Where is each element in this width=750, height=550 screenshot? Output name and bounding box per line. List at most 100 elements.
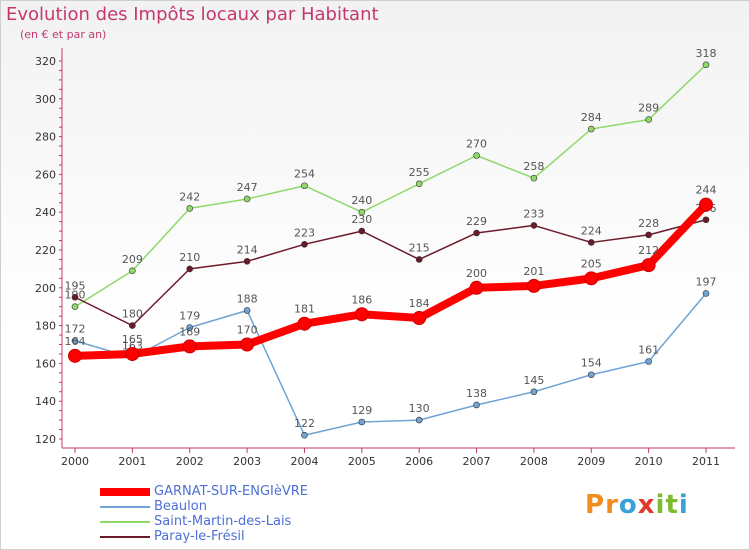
x-tick-label: 2000 [61, 455, 89, 468]
data-label: 122 [294, 417, 315, 430]
data-point [186, 265, 194, 273]
logo-letter: o [618, 490, 638, 520]
data-point [125, 346, 140, 361]
data-label: 186 [351, 293, 372, 306]
logo-letter: r [605, 490, 619, 520]
data-point [415, 256, 423, 263]
x-tick-label: 2006 [405, 455, 433, 468]
data-point [129, 322, 136, 329]
data-point [530, 222, 538, 229]
data-point [530, 388, 538, 396]
data-label: 318 [696, 47, 717, 60]
x-tick-label: 2003 [233, 455, 261, 468]
x-tick-label: 2004 [290, 455, 318, 468]
x-tick-label: 2011 [692, 455, 720, 468]
x-tick-label: 2009 [577, 455, 605, 468]
series-line [74, 64, 707, 308]
chart-title: Evolution des Impôts locaux par Habitant [6, 4, 379, 25]
data-point [243, 195, 251, 203]
data-point [415, 180, 423, 188]
data-label: 212 [638, 244, 659, 257]
data-point [297, 316, 312, 331]
y-tick-label: 160 [35, 357, 56, 370]
data-point [301, 241, 308, 248]
legend-label-beaulon: Beaulon [154, 499, 207, 514]
data-point [301, 182, 308, 190]
data-point [641, 258, 656, 273]
data-point [71, 303, 79, 311]
data-point [243, 258, 251, 265]
data-label: 284 [581, 111, 602, 124]
data-label: 240 [351, 194, 372, 207]
data-label: 233 [523, 207, 544, 220]
data-label: 228 [638, 217, 659, 230]
data-label: 200 [466, 267, 487, 280]
legend-swatch-beaulon [100, 506, 150, 508]
y-tick-label: 200 [35, 282, 56, 295]
data-point [358, 418, 366, 426]
x-tick-label: 2001 [118, 455, 146, 468]
data-label: 255 [409, 166, 430, 179]
series-line [74, 292, 707, 436]
data-label: 242 [179, 190, 200, 203]
data-point [473, 229, 480, 237]
proxiti-logo: Proxiti [585, 490, 689, 520]
legend-label-saint-martin: Saint-Martin-des-Lais [154, 514, 292, 529]
y-tick-label: 180 [35, 320, 56, 333]
data-point [243, 307, 251, 314]
y-tick-label: 120 [35, 433, 56, 446]
data-point [358, 208, 366, 216]
data-label: 224 [581, 224, 602, 237]
data-label: 180 [122, 308, 143, 321]
y-tick-label: 220 [35, 244, 56, 257]
data-label: 244 [696, 184, 717, 197]
data-point [702, 290, 710, 297]
data-point [645, 116, 652, 123]
data-label: 215 [409, 241, 430, 254]
data-point [71, 337, 79, 345]
data-point [645, 358, 652, 365]
x-tick-label: 2010 [635, 455, 663, 468]
y-tick-label: 140 [35, 395, 56, 408]
data-label: 188 [237, 292, 258, 305]
y-tick-label: 240 [35, 206, 56, 219]
data-point [584, 271, 599, 286]
data-point [530, 174, 538, 182]
logo-letter: x [637, 490, 656, 520]
data-label: 179 [179, 309, 200, 322]
data-point [587, 125, 595, 133]
data-label: 181 [294, 303, 315, 316]
data-point [526, 278, 541, 293]
data-label: 195 [65, 279, 86, 292]
y-tick-label: 320 [35, 55, 56, 68]
data-point [129, 267, 136, 275]
data-point [301, 431, 308, 439]
data-point [186, 205, 194, 212]
data-label: 258 [523, 160, 544, 173]
data-label: 201 [523, 265, 544, 278]
data-point [68, 348, 82, 363]
data-label: 247 [237, 181, 258, 194]
y-tick-label: 260 [35, 168, 56, 181]
x-tick-label: 2007 [463, 455, 491, 468]
data-label: 205 [581, 257, 602, 270]
data-label: 289 [638, 102, 659, 115]
y-tick-label: 280 [35, 131, 56, 144]
data-label: 210 [179, 251, 200, 264]
data-point [415, 416, 423, 424]
legend-swatch-paray [100, 536, 150, 538]
data-label: 209 [122, 253, 143, 266]
y-tick-label: 300 [35, 93, 56, 106]
data-label: 170 [237, 324, 258, 337]
data-point [412, 311, 427, 326]
x-tick-label: 2002 [176, 455, 204, 468]
data-label: 129 [351, 404, 372, 417]
logo-letter: i [655, 490, 666, 520]
legend-swatch-garnat [100, 488, 150, 496]
data-point [473, 401, 480, 409]
data-label: 154 [581, 357, 602, 370]
data-point [240, 337, 255, 352]
x-tick-label: 2008 [520, 455, 548, 468]
legend-label-garnat: GARNAT-SUR-ENGIèVRE [154, 484, 308, 499]
logo-letter: t [665, 490, 679, 520]
